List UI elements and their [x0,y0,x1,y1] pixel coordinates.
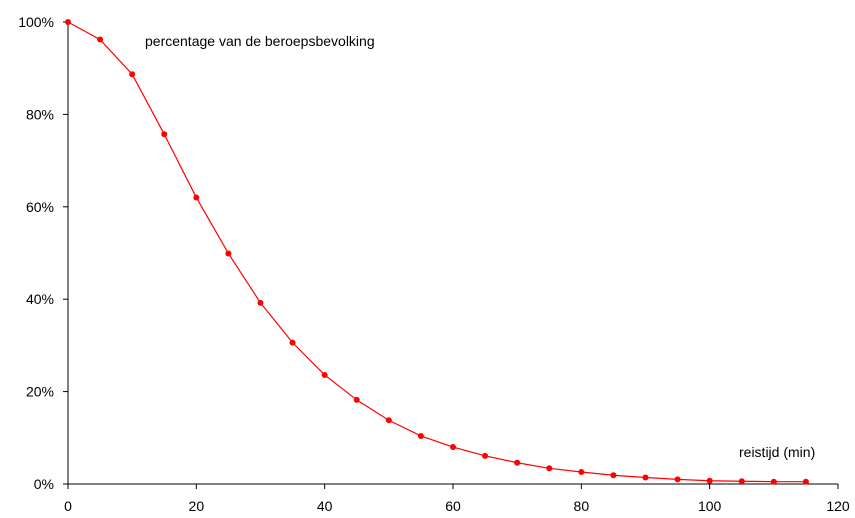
y-tick-label: 0% [34,476,54,492]
data-point [129,71,136,78]
data-point [674,476,681,483]
data-point [610,472,617,479]
data-point [161,131,168,138]
y-axis-title: percentage van de beroepsbevolking [145,33,375,49]
data-point [193,194,200,201]
data-point [97,36,104,43]
data-point [353,396,360,403]
data-point [225,250,232,257]
data-point [770,478,777,485]
data-point [450,444,456,451]
x-axis-title: reistijd (min) [739,444,815,460]
data-point [578,468,585,475]
series-group [65,19,809,485]
x-tick-label: 120 [826,498,850,514]
x-tick-label: 100 [698,498,722,514]
data-point [385,417,392,424]
data-point [706,477,713,484]
ticks: 0% 20% 40% 60% 80% 100% 0 20 40 60 80 100 120 [18,14,850,514]
x-tick-label: 20 [189,498,205,514]
x-tick-label: 0 [64,498,72,514]
data-point [257,299,264,306]
data-point [65,19,71,25]
data-point [321,371,328,378]
series-line [67,21,806,483]
y-tick-label: 100% [18,14,54,30]
y-tick-label: 60% [26,199,54,215]
x-tick-label: 80 [574,498,590,514]
axes [67,22,838,485]
data-point [482,452,489,459]
x-tick-label: 40 [317,498,333,514]
data-point [417,432,424,439]
data-point [738,478,745,485]
y-tick-label: 20% [26,384,54,400]
data-point [802,478,809,485]
data-point [642,474,649,481]
y-tick-label: 40% [26,291,54,307]
y-tick-label: 80% [26,106,54,122]
data-point [289,339,296,346]
data-point [514,459,521,466]
data-point [546,465,553,472]
x-tick-label: 60 [445,498,461,514]
